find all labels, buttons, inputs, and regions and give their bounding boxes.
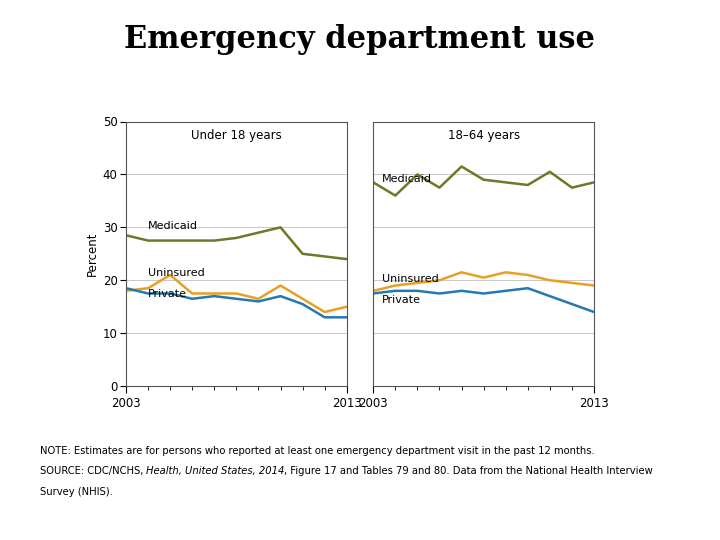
Text: Private: Private [382, 295, 421, 305]
Text: 18–64 years: 18–64 years [448, 130, 520, 143]
Text: Health, United States, 2014: Health, United States, 2014 [146, 466, 284, 476]
Text: Uninsured: Uninsured [382, 274, 438, 284]
Y-axis label: Percent: Percent [86, 232, 99, 276]
Text: NOTE: Estimates are for persons who reported at least one emergency department v: NOTE: Estimates are for persons who repo… [40, 446, 594, 456]
Text: Medicaid: Medicaid [382, 174, 432, 184]
Text: , Figure 17 and Tables 79 and 80. Data from the National Health Interview: , Figure 17 and Tables 79 and 80. Data f… [284, 466, 653, 476]
Text: Medicaid: Medicaid [148, 221, 198, 231]
Text: Private: Private [148, 289, 187, 300]
Text: Uninsured: Uninsured [148, 268, 204, 278]
Text: Under 18 years: Under 18 years [191, 130, 282, 143]
Text: Survey (NHIS).: Survey (NHIS). [40, 487, 112, 497]
Text: SOURCE: CDC/NCHS,: SOURCE: CDC/NCHS, [40, 466, 146, 476]
Text: Emergency department use: Emergency department use [125, 24, 595, 55]
